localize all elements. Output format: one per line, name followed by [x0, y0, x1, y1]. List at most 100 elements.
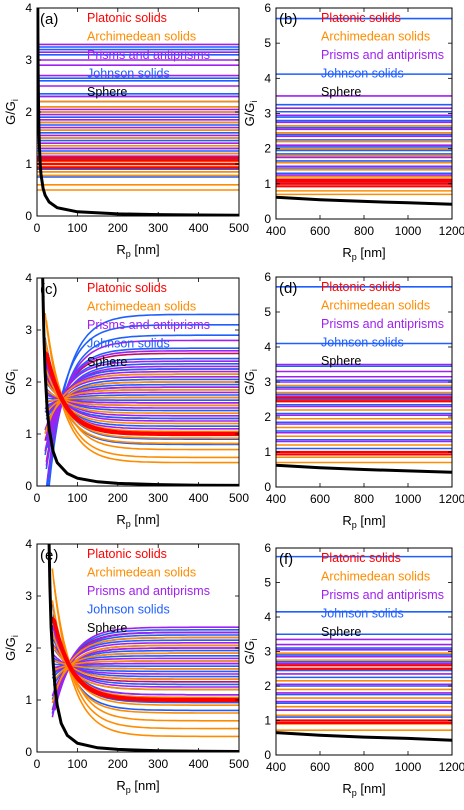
x-tick-label: 300: [148, 491, 168, 505]
y-tick-label: 1: [25, 693, 32, 707]
x-tick-label: 600: [310, 492, 330, 506]
series-line-sphere: [276, 731, 452, 742]
x-axis-label: Rp [nm]: [116, 242, 159, 259]
x-tick-label: 400: [266, 492, 286, 506]
y-tick-label: 5: [264, 36, 271, 50]
y-tick-label: 1: [25, 427, 32, 441]
y-axis-label: G/Gi: [3, 635, 20, 661]
series-line-archimedean: [52, 652, 239, 683]
y-tick-label: 4: [264, 340, 271, 354]
series-line-sphere: [276, 463, 452, 474]
series-line-archimedean: [44, 373, 239, 434]
legend-entry: Johnson solids: [87, 603, 170, 617]
y-tick-label: 1: [264, 177, 271, 191]
panel-label: (a): [40, 11, 58, 28]
series-line-archimedean: [51, 632, 239, 691]
x-axis-label: Rp [nm]: [342, 513, 385, 530]
chart-panel-a: 0 100 200 300 400 500 0 1 2 3 4 Rp [nm] G/Gi (a) Plato…: [3, 1, 249, 259]
x-tick-label: 100: [67, 221, 87, 235]
chart-panel-e: 0 100 200 300 400 500 0 1 2 3 4 Rp [nm] G/Gi (e) Plato…: [3, 537, 249, 795]
legend-entry: Prisms and antiprisms: [321, 48, 444, 62]
y-tick-label: 3: [25, 323, 32, 337]
x-tick-label: 1000: [395, 492, 422, 506]
chart-panel-c: 0 100 200 300 400 500 0 1 2 3 4 Rp [nm] G/Gi (c) Plato…: [3, 271, 249, 529]
x-tick-label: 0: [34, 491, 41, 505]
x-tick-label: 600: [310, 224, 330, 238]
y-tick-label: 3: [264, 645, 271, 659]
legend-entry: Sphere: [87, 621, 127, 635]
y-tick-label: 0: [25, 209, 32, 223]
x-axis-label: Rp [nm]: [116, 778, 159, 795]
x-tick-label: 800: [354, 492, 374, 506]
y-tick-label: 0: [25, 745, 32, 759]
series-line-prisms: [45, 350, 239, 466]
y-tick-label: 6: [264, 270, 271, 284]
legend-entry: Johnson solids: [87, 337, 170, 351]
legend-entry: Johnson solids: [321, 607, 404, 621]
series-line-prisms: [44, 391, 239, 410]
legend-entry: Prisms and antiprisms: [321, 588, 444, 602]
series-line-platonic: [46, 353, 239, 435]
series-line-prisms: [51, 626, 239, 718]
y-tick-label: 2: [25, 105, 32, 119]
chart-panel-b: 400 600 800 1000 1200 0 1 2 3 4 5 6 Rp [nm] G/Gi (b) Pl…: [242, 1, 464, 262]
series-line-archimedean: [44, 366, 239, 425]
y-tick-label: 0: [264, 748, 271, 762]
series-line-archimedean: [54, 589, 239, 722]
y-tick-label: 1: [25, 157, 32, 171]
x-tick-label: 200: [108, 491, 128, 505]
series-line-archimedean: [47, 390, 239, 407]
series-line-sphere: [37, 8, 239, 216]
y-tick-label: 2: [264, 142, 271, 156]
legend-entry: Platonic solids: [87, 11, 167, 25]
legend-entry: Archimedean solids: [321, 299, 430, 313]
legend-entry: Sphere: [321, 625, 361, 639]
y-tick-label: 4: [25, 537, 32, 551]
x-tick-label: 800: [354, 224, 374, 238]
legend-entry: Johnson solids: [321, 67, 404, 81]
x-tick-label: 400: [189, 757, 209, 771]
x-tick-label: 500: [229, 221, 249, 235]
x-tick-label: 0: [34, 221, 41, 235]
legend-entry: Archimedean solids: [321, 30, 430, 44]
legend-entry: Sphere: [87, 355, 127, 369]
y-tick-label: 4: [264, 71, 271, 85]
legend-entry: Prisms and antiprisms: [87, 318, 210, 332]
series-line-sphere: [47, 544, 239, 752]
series-line-archimedean: [52, 646, 239, 680]
x-tick-label: 300: [148, 221, 168, 235]
x-tick-label: 200: [108, 757, 128, 771]
legend-entry: Sphere: [321, 85, 361, 99]
x-tick-label: 400: [189, 221, 209, 235]
y-axis-label: G/Gi: [3, 99, 20, 125]
x-axis-label: Rp [nm]: [342, 781, 385, 798]
y-tick-label: 3: [264, 375, 271, 389]
x-tick-label: 500: [229, 491, 249, 505]
legend-entry: Archimedean solids: [87, 30, 196, 44]
legend-entry: Prisms and antiprisms: [321, 317, 444, 331]
x-tick-label: 200: [108, 221, 128, 235]
plot-area: [276, 286, 452, 474]
y-tick-label: 4: [25, 271, 32, 285]
y-tick-label: 2: [25, 375, 32, 389]
y-tick-label: 0: [264, 212, 271, 226]
series-line-sphere: [276, 195, 452, 206]
x-tick-label: 1000: [395, 760, 422, 774]
y-axis-label: G/Gi: [242, 639, 259, 665]
series-line-archimedean: [51, 636, 239, 704]
legend-entry: Archimedean solids: [87, 300, 196, 314]
series-line-archimedean: [54, 644, 239, 693]
y-tick-label: 1: [264, 445, 271, 459]
legend-entry: Sphere: [87, 85, 127, 99]
x-tick-label: 400: [266, 760, 286, 774]
y-tick-label: 3: [25, 53, 32, 67]
y-tick-label: 6: [264, 1, 271, 15]
y-tick-label: 3: [264, 107, 271, 121]
panel-label: (f): [279, 551, 293, 568]
y-tick-label: 5: [264, 576, 271, 590]
y-tick-label: 3: [25, 589, 32, 603]
panel-label: (b): [279, 11, 297, 28]
y-tick-label: 4: [264, 610, 271, 624]
x-axis-label: Rp [nm]: [116, 512, 159, 529]
